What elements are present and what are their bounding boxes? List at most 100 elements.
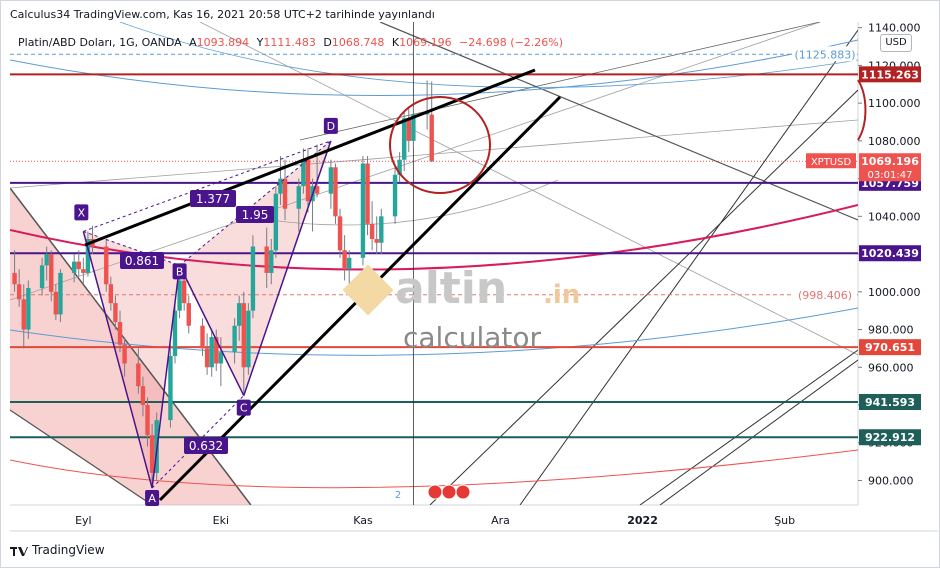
candle-body	[149, 435, 155, 473]
candle-2021-08-17	[12, 250, 17, 292]
tradingview-footer[interactable]: TradingView	[10, 543, 105, 557]
level-badge-6: 970.651	[859, 339, 921, 356]
time-tick-0: Eyl	[75, 514, 92, 527]
price-tick-label: 980.000	[868, 324, 914, 337]
symbol-legend: Platin/ABD Doları, 1G, OANDA A1093.894 Y…	[18, 36, 563, 49]
candle-body	[136, 363, 141, 387]
candle-2021-08-20	[26, 280, 31, 339]
blue-arc-lower	[10, 307, 858, 356]
candle-body	[76, 261, 81, 270]
highlight-circle	[389, 96, 491, 194]
candle-body	[108, 284, 114, 304]
candle-2021-08-30	[71, 254, 77, 283]
ratio-bg	[236, 206, 274, 223]
candle-body	[241, 303, 246, 368]
candle-body	[44, 254, 49, 266]
pattern-point-B: B	[172, 263, 187, 280]
candle-2021-09-27	[200, 318, 205, 356]
candle-2021-11-15	[424, 80, 430, 130]
candle-2021-11-12	[411, 106, 416, 149]
candle-body	[347, 257, 352, 270]
candle-2021-10-06	[241, 291, 246, 396]
ratio-bg	[120, 252, 164, 269]
pattern-point-label: D	[327, 120, 335, 133]
event-flag-icon	[455, 484, 471, 500]
grey-arc	[269, 179, 559, 226]
candle-body	[71, 261, 77, 273]
price-tick-label: 1000.000	[868, 286, 921, 299]
watermark-sub: calculator	[403, 321, 542, 354]
pattern-point-label: X	[78, 206, 86, 219]
candle-2021-10-28	[342, 235, 347, 281]
high-label: Y	[256, 36, 264, 49]
candle-body	[342, 250, 347, 270]
level-label-bg	[792, 46, 856, 62]
ratio-label-ac: 0.632	[184, 437, 228, 454]
level-badge-text: 970.651	[865, 341, 915, 354]
candle-2021-11-11	[406, 106, 411, 153]
trend-line-4	[379, 22, 858, 221]
rising-wedge-upper	[84, 68, 536, 247]
highlight-circle-right	[857, 79, 867, 141]
price-tick-label: 1080.000	[868, 135, 921, 148]
pattern-line-AC	[151, 395, 245, 489]
candle-body	[204, 348, 210, 368]
ratio-text: 0.861	[125, 254, 159, 268]
pink-arc	[10, 204, 858, 271]
candle-body	[12, 272, 17, 285]
candle-body	[53, 291, 59, 315]
trend-line-6	[519, 29, 858, 505]
candle-2021-11-03	[369, 201, 375, 251]
level-badge-text: 941.593	[865, 396, 915, 409]
candle-2021-10-18	[296, 178, 301, 232]
last-price-value: 1069.196	[861, 155, 919, 168]
candle-2021-09-28	[204, 333, 210, 375]
trend-line-5	[429, 89, 858, 505]
candle-body	[85, 238, 91, 273]
pattern-line-BD	[179, 140, 332, 266]
event-flag-icon	[441, 484, 457, 500]
publish-info: Calculus34 TradingView.com, Kas 16, 2021…	[10, 8, 435, 21]
candle-body	[269, 250, 274, 273]
candle-2021-09-07	[108, 276, 114, 311]
pattern-point-bg	[172, 263, 187, 280]
time-tick-3: Ara	[491, 514, 510, 527]
level-badge-8: 922.912	[859, 429, 921, 446]
candle-2021-09-10	[122, 337, 127, 377]
level-badge-text: 1115.263	[861, 68, 919, 81]
candle-2021-10-29	[347, 250, 352, 289]
price-tick-label: 1100.000	[868, 97, 921, 110]
candle-2021-10-11	[264, 227, 269, 289]
candle-body	[273, 193, 279, 251]
open-value: 1093.894	[196, 36, 250, 49]
candle-2021-10-25	[328, 159, 334, 209]
level-badge-bg	[859, 393, 921, 410]
candle-2021-11-04	[374, 216, 379, 255]
candle-2021-10-27	[337, 208, 343, 258]
pattern-line-CD	[243, 140, 332, 396]
candle-body	[104, 246, 109, 285]
candle-body	[296, 186, 301, 209]
candle-body	[81, 269, 86, 273]
close-value: 1069.196	[399, 36, 452, 49]
candle-2021-08-26	[53, 284, 59, 321]
candle-2021-10-21	[310, 178, 315, 232]
pattern-point-bg	[236, 399, 251, 416]
candle-2021-11-05	[379, 208, 384, 255]
candle-body	[39, 265, 45, 289]
level-badge-text: 922.912	[865, 431, 915, 444]
candle-body	[365, 163, 370, 224]
level-label-text: (1125.883)	[794, 48, 855, 61]
price-tick-label: 960.000	[868, 361, 914, 374]
last-price-badge: XPTUSD 1069.196 03:01:47	[806, 153, 921, 182]
candle-body	[282, 178, 288, 209]
pattern-line-XD	[83, 140, 332, 232]
candle-body	[232, 325, 237, 353]
candle-2021-09-13	[136, 348, 141, 394]
candle-body	[177, 280, 182, 311]
currency-button[interactable]: USD	[880, 34, 912, 52]
candle-2021-09-15	[145, 397, 150, 447]
candle-body	[58, 272, 63, 315]
blue-arc-top	[119, 22, 858, 88]
